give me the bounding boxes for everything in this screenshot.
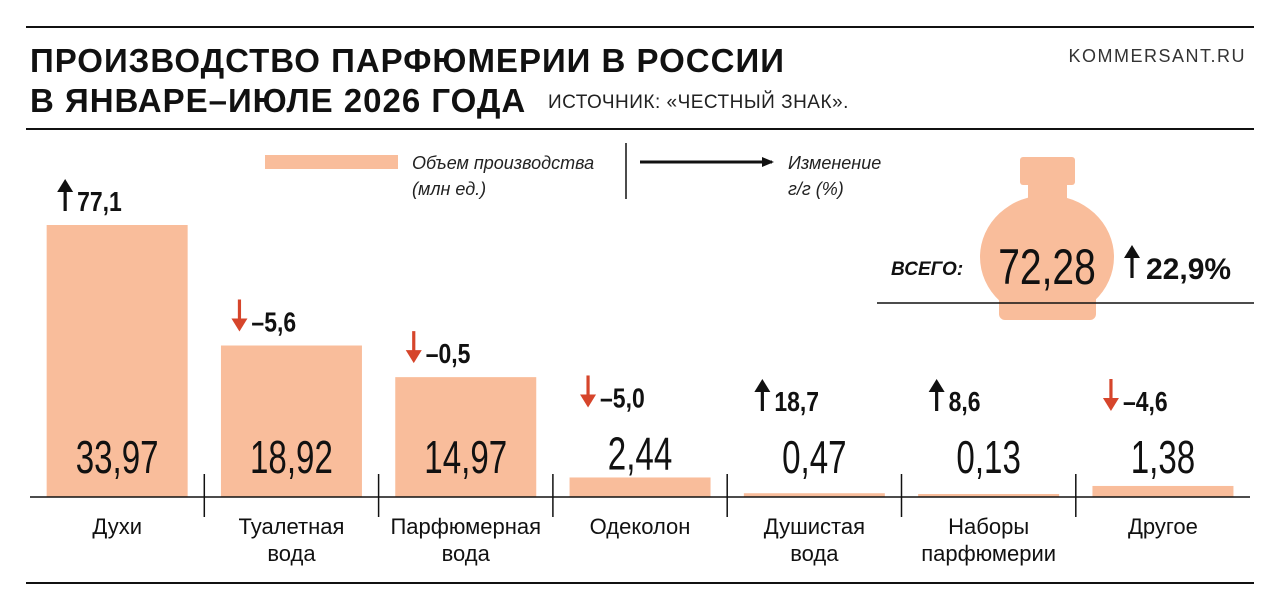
change-label: –0,5	[405, 331, 471, 370]
category-label: Наборы парфюмерии	[921, 514, 1056, 566]
category-label-line: вода	[790, 541, 839, 566]
category-label-line: Одеколон	[590, 514, 691, 539]
legend-volume-line2: (млн ед.)	[412, 179, 487, 199]
down-arrowhead	[231, 318, 248, 332]
category-label: Одеколон	[590, 514, 691, 539]
total-label: ВСЕГО:	[891, 259, 963, 280]
site-credit: KOMMERSANT.RU	[1068, 46, 1246, 66]
top-rule	[26, 26, 1254, 28]
total-change-value: 22,9%	[1146, 253, 1231, 286]
bar	[220, 345, 362, 497]
category-label-line: вода	[442, 541, 491, 566]
change-label: –5,6	[231, 299, 296, 338]
bar-group: 18,92 –5,6	[220, 299, 362, 497]
change-value: –0,5	[426, 339, 471, 370]
source-note: ИСТОЧНИК: «ЧЕСТНЫЙ ЗНАК».	[548, 92, 849, 113]
bar-value-label: 0,47	[782, 433, 846, 483]
bar-group: 1,38 –4,6	[1092, 379, 1234, 497]
bottle-cap	[1020, 157, 1075, 185]
change-value: 8,6	[949, 387, 981, 418]
bar	[918, 494, 1060, 497]
change-value: –4,6	[1123, 387, 1168, 418]
bar-value-label: 2,44	[608, 429, 672, 479]
bottle-neck	[1028, 183, 1067, 199]
category-label: Парфюмерная вода	[390, 514, 541, 566]
change-label: –5,0	[580, 375, 645, 414]
change-label: 18,7	[754, 379, 819, 418]
category-label: Туалетная вода	[238, 514, 344, 566]
change-label: 77,1	[57, 179, 122, 218]
category-label: Другое	[1128, 514, 1198, 539]
change-label: –4,6	[1102, 379, 1168, 418]
legend-volume-swatch	[265, 155, 398, 169]
category-label: Душистая вода	[764, 514, 865, 566]
category-label-line: вода	[267, 541, 316, 566]
up-arrowhead	[754, 379, 771, 392]
bar-value-label: 18,92	[250, 433, 333, 483]
total-change-arrowhead	[1124, 245, 1140, 258]
bottom-rule	[26, 582, 1254, 584]
change-value: 77,1	[77, 187, 122, 218]
bars-layer: 33,97 77,1 18,92 –5,6 14,97 –0,5 2,44 –5,0 0,47 1…	[46, 179, 1234, 497]
bar	[395, 377, 537, 497]
bar-value-label: 1,38	[1131, 433, 1195, 483]
bar-group: 2,44 –5,0	[569, 375, 711, 497]
bar	[46, 225, 188, 497]
bar-group: 0,47 18,7	[743, 379, 885, 497]
perfume-bottle-icon	[980, 157, 1114, 320]
down-arrowhead	[580, 394, 597, 408]
down-arrowhead	[405, 350, 422, 364]
change-label: 8,6	[928, 379, 981, 418]
category-label-line: Душистая	[764, 514, 865, 539]
total-block: ВСЕГО: 72,28 22,9%	[877, 157, 1254, 320]
chart-title-line1: ПРОИЗВОДСТВО ПАРФЮМЕРИИ В РОССИИ	[30, 42, 785, 79]
category-label-line: Другое	[1128, 514, 1198, 539]
bar	[569, 477, 711, 497]
up-arrowhead	[57, 179, 74, 192]
x-axis-ticks	[203, 474, 1077, 517]
category-label: Духи	[92, 514, 142, 539]
category-label-line: Туалетная	[238, 514, 344, 539]
change-value: 18,7	[774, 387, 819, 418]
bar-value-label: 33,97	[76, 433, 159, 483]
legend-change-label: Изменение г/г (%)	[788, 150, 881, 202]
bottle-body	[980, 195, 1114, 319]
bar-group: 33,97 77,1	[46, 179, 188, 497]
category-label-line: парфюмерии	[921, 541, 1056, 566]
chart-title-line2: В ЯНВАРЕ–ИЮЛЕ 2026 ГОДА	[30, 82, 527, 119]
bar-group: 14,97 –0,5	[395, 331, 537, 497]
bar-value-label: 0,13	[956, 433, 1020, 483]
change-value: –5,0	[600, 383, 645, 414]
total-value: 72,28	[998, 238, 1096, 295]
category-label-line: Наборы	[948, 514, 1029, 539]
category-label-line: Парфюмерная	[390, 514, 541, 539]
up-arrowhead	[928, 379, 945, 392]
category-label-line: Духи	[92, 514, 142, 539]
legend-volume-label: Объем производства (млн ед.)	[412, 150, 594, 202]
change-value: –5,6	[251, 307, 296, 338]
total-change: 22,9%	[1124, 245, 1231, 286]
bar-value-label: 14,97	[424, 433, 507, 483]
down-arrowhead	[1102, 398, 1119, 411]
bar	[1092, 485, 1234, 497]
bar-group: 0,13 8,6	[918, 379, 1060, 497]
legend-change-line2: г/г (%)	[788, 179, 844, 199]
legend-change-line1: Изменение	[788, 153, 882, 173]
header-rule	[26, 128, 1254, 130]
bar	[743, 493, 885, 497]
legend-volume-line1: Объем производства	[412, 153, 595, 173]
